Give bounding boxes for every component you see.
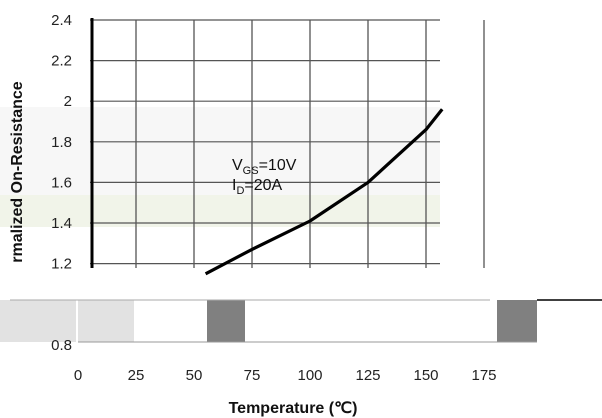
lower-mask-strip: [0, 268, 602, 300]
y-tick-label-2: 1.4: [51, 215, 72, 232]
x-tick-label-2: 50: [186, 367, 203, 384]
x-tick-label-5: 125: [355, 367, 380, 384]
vgs-value: =10V: [259, 157, 297, 174]
series-layer: [204, 108, 444, 276]
series-line-0: [204, 108, 444, 276]
id-symbol: I: [232, 177, 236, 194]
annotation-id: ID=20A: [232, 177, 283, 197]
y-tick-label-0: 0.8: [51, 337, 72, 354]
light-block-mid: [78, 300, 134, 342]
annotation-vgs: VGS=10V: [232, 157, 297, 177]
x-tick-label-6: 150: [413, 367, 438, 384]
y-axis-title: rmalized On-Resistance: [9, 81, 26, 263]
gray-block-right: [497, 300, 537, 342]
tick-labels: 0 25 50 75 100 125 150 175 0.8 1.2 1.4 1.6 1.8 2 2.2 2.…: [51, 12, 496, 384]
gray-block-left: [207, 300, 245, 342]
plot-grid: [90, 18, 485, 270]
x-axis-title: Temperature (℃): [229, 400, 358, 417]
y-tick-label-1: 1.2: [51, 256, 72, 273]
id-value: =20A: [244, 177, 282, 194]
vgs-symbol: V: [232, 157, 243, 174]
x-tick-label-0: 0: [74, 367, 82, 384]
white-mask-right: [440, 0, 602, 300]
y-tick-label-4: 1.8: [51, 134, 72, 151]
y-tick-label-3: 1.6: [51, 174, 72, 191]
x-tick-label-3: 75: [244, 367, 261, 384]
vgs-subscript: GS: [243, 165, 259, 177]
x-tick-label-4: 100: [297, 367, 322, 384]
y-tick-label-6: 2.2: [51, 53, 72, 70]
light-block-left: [0, 300, 76, 342]
id-subscript: D: [236, 185, 244, 197]
x-tick-label-1: 25: [128, 367, 145, 384]
y-tick-label-7: 2.4: [51, 12, 72, 29]
x-tick-label-7: 175: [471, 367, 496, 384]
y-tick-label-5: 2: [64, 93, 72, 110]
